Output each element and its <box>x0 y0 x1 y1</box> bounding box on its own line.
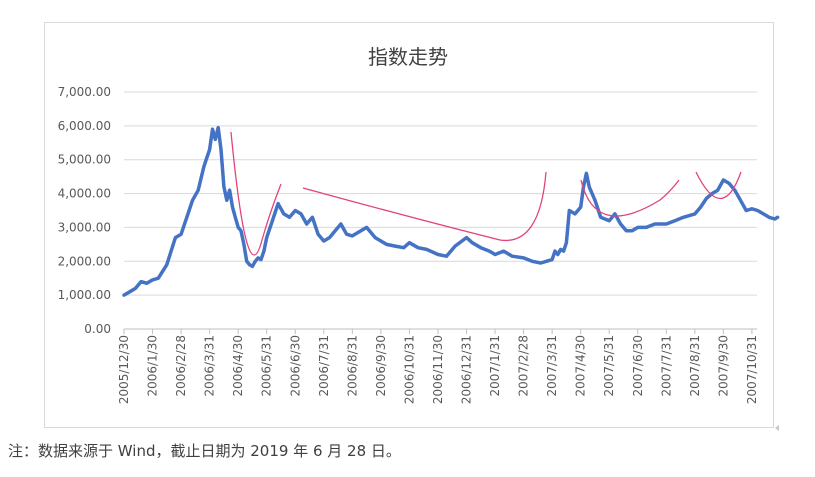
x-tick-label: 2006/9/30 <box>374 335 388 397</box>
x-tick-label: 2007/10/31 <box>745 335 759 404</box>
x-tick-label: 2007/2/28 <box>517 335 531 397</box>
x-tick-label: 2006/2/28 <box>174 335 188 397</box>
y-tick-label: 2,000.00 <box>58 254 111 268</box>
x-tick-label: 2006/11/30 <box>431 335 445 404</box>
x-tick-label: 2006/10/31 <box>402 335 416 404</box>
x-tick-label: 2007/6/30 <box>631 335 645 397</box>
x-tick-label: 2007/4/30 <box>574 335 588 397</box>
x-tick-label: 2007/5/31 <box>602 335 616 397</box>
y-tick-label: 0.00 <box>84 322 111 336</box>
y-tick-label: 1,000.00 <box>58 288 111 302</box>
x-tick-label: 2006/5/31 <box>260 335 274 397</box>
x-tick-label: 2006/1/30 <box>146 335 160 397</box>
x-tick-label: 2006/4/30 <box>231 335 245 397</box>
y-tick-label: 6,000.00 <box>58 119 111 133</box>
x-tick-label: 2007/3/31 <box>545 335 559 397</box>
annotation-curve <box>302 171 547 242</box>
x-tick-label: 2007/7/31 <box>659 335 673 397</box>
x-tick-label: 2006/6/30 <box>288 335 302 397</box>
y-tick-label: 4,000.00 <box>58 187 111 201</box>
x-tick-label: 2007/1/31 <box>488 335 502 397</box>
y-tick-label: 7,000.00 <box>58 85 111 99</box>
source-note: 注：数据来源于 Wind，截止日期为 2019 年 6 月 28 日。 <box>8 442 401 460</box>
series-line <box>122 125 780 297</box>
annotation-curve <box>230 131 282 256</box>
annotation-curve <box>695 171 742 200</box>
x-tick-label: 2005/12/30 <box>117 335 131 404</box>
x-tick-label: 2007/8/31 <box>688 335 702 397</box>
y-tick-label: 3,000.00 <box>58 220 111 234</box>
x-tick-label: 2007/9/30 <box>716 335 730 397</box>
chart-title: 指数走势 <box>368 45 448 69</box>
x-tick-label: 2006/8/31 <box>345 335 359 397</box>
resize-handle-icon <box>775 425 779 431</box>
y-tick-label: 5,000.00 <box>58 153 111 167</box>
x-tick-label: 2006/12/31 <box>460 335 474 404</box>
x-tick-label: 2006/7/31 <box>317 335 331 397</box>
x-tick-label: 2006/3/31 <box>203 335 217 397</box>
annotation-curve <box>580 179 680 217</box>
